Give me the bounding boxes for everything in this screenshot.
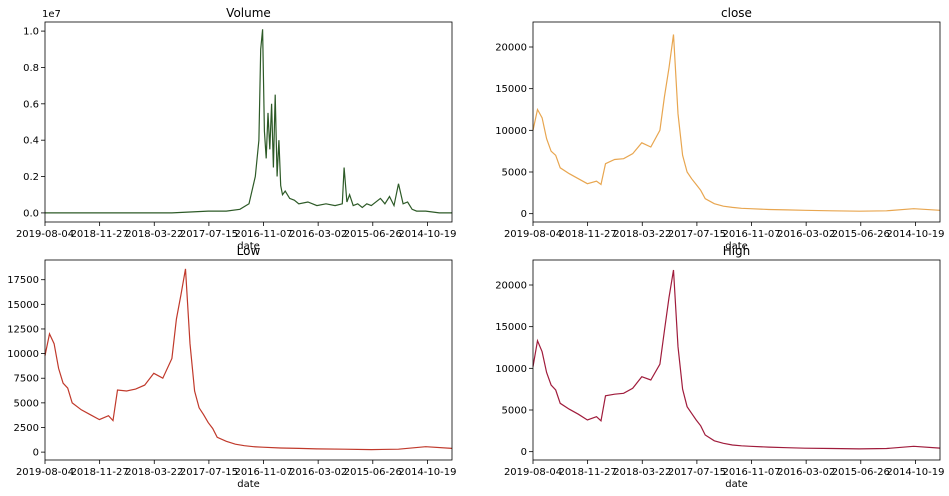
- chart-title: Low: [237, 244, 261, 258]
- y-tick-label: 12500: [7, 324, 39, 335]
- y-tick-label: 0: [33, 448, 39, 459]
- x-tick-label: 2016-03-02: [777, 229, 835, 240]
- chart-panel-1: Volume1e70.00.20.40.60.81.02019-08-04201…: [16, 6, 457, 252]
- x-tick-label: 2014-10-19: [886, 467, 944, 478]
- x-tick-label: 2017-07-15: [668, 467, 726, 478]
- chart-title: High: [723, 244, 751, 258]
- x-tick-label: 2015-06-26: [832, 467, 890, 478]
- series-line: [532, 34, 941, 212]
- x-tick-label: 2017-07-15: [180, 229, 238, 240]
- x-tick-label: 2018-03-22: [613, 229, 671, 240]
- x-tick-label: 2015-06-26: [344, 229, 402, 240]
- x-tick-label: 2016-11-07: [722, 229, 780, 240]
- plot-frame: [532, 21, 941, 223]
- x-tick-label: 2019-08-04: [504, 229, 562, 240]
- x-axis-label: date: [725, 241, 748, 252]
- x-tick-label: 2014-10-19: [398, 467, 456, 478]
- x-tick-label: 2019-08-04: [504, 467, 562, 478]
- x-tick-label: 2016-11-07: [234, 467, 292, 478]
- y-tick-label: 10000: [495, 364, 527, 375]
- x-tick-label: 2018-03-22: [613, 467, 671, 478]
- y-tick-label: 0.0: [23, 208, 39, 219]
- chart-title: Volume: [226, 6, 271, 20]
- x-tick-label: 2015-06-26: [344, 467, 402, 478]
- series-line: [44, 268, 453, 451]
- plot-frame: [44, 259, 453, 461]
- plot-frame: [44, 21, 453, 223]
- series-line: [532, 269, 941, 450]
- x-tick-label: 2016-03-02: [777, 467, 835, 478]
- y-tick-label: 2500: [14, 423, 39, 434]
- x-tick-label: 2016-03-02: [289, 229, 347, 240]
- y-tick-label: 15000: [7, 300, 39, 311]
- x-tick-label: 2015-06-26: [832, 229, 890, 240]
- x-tick-label: 2017-07-15: [668, 229, 726, 240]
- x-tick-label: 2016-03-02: [289, 467, 347, 478]
- plot-frame: [532, 259, 941, 461]
- x-tick-label: 2018-11-27: [71, 467, 129, 478]
- x-tick-label: 2016-11-07: [234, 229, 292, 240]
- y-tick-label: 20000: [495, 43, 527, 54]
- y-tick-label: 0.2: [23, 172, 39, 183]
- x-tick-label: 2018-11-27: [559, 467, 617, 478]
- x-tick-label: 2019-08-04: [16, 229, 74, 240]
- chart-panel-2: close050001000015000200002019-08-042018-…: [495, 6, 944, 252]
- x-axis-label: date: [237, 479, 260, 490]
- y-tick-label: 0.6: [23, 99, 39, 110]
- x-tick-label: 2014-10-19: [398, 229, 456, 240]
- y-tick-label: 0.8: [23, 63, 39, 74]
- x-axis-label: date: [237, 241, 260, 252]
- y-tick-label: 5000: [502, 168, 527, 179]
- y-tick-label: 15000: [495, 84, 527, 95]
- x-tick-label: 2017-07-15: [180, 467, 238, 478]
- y-tick-label: 5000: [502, 406, 527, 417]
- y-tick-label: 10000: [7, 349, 39, 360]
- x-tick-label: 2019-08-04: [16, 467, 74, 478]
- x-axis-label: date: [725, 479, 748, 490]
- y-tick-label: 5000: [14, 398, 39, 409]
- y-tick-label: 17500: [7, 275, 39, 286]
- y-tick-label: 20000: [495, 281, 527, 292]
- x-tick-label: 2014-10-19: [886, 229, 944, 240]
- y-tick-label: 1.0: [23, 27, 39, 38]
- x-tick-label: 2018-11-27: [71, 229, 129, 240]
- chart-panel-4: High 0 5000 10000 15000 20000 2019-08-042018-1…: [495, 244, 944, 490]
- x-tick-label: 2016-11-07: [722, 467, 780, 478]
- x-tick-label: 2018-03-22: [125, 467, 183, 478]
- series-line: [45, 29, 452, 214]
- y-tick-label: 0: [521, 209, 527, 220]
- y-tick-label: 10000: [495, 126, 527, 137]
- y-tick-label: 15000: [495, 322, 527, 333]
- chart-title: close: [721, 6, 752, 20]
- x-tick-label: 2018-03-22: [125, 229, 183, 240]
- y-tick-label: 0.4: [23, 136, 39, 147]
- y-tick-label: 0: [521, 447, 527, 458]
- y-offset-label: 1e7: [42, 9, 61, 20]
- y-tick-label: 7500: [14, 374, 39, 385]
- chart-panel-3: Low 0 2500 5000 7500 10000 12500 15000 17500 2019…: [7, 244, 456, 490]
- x-tick-label: 2018-11-27: [559, 229, 617, 240]
